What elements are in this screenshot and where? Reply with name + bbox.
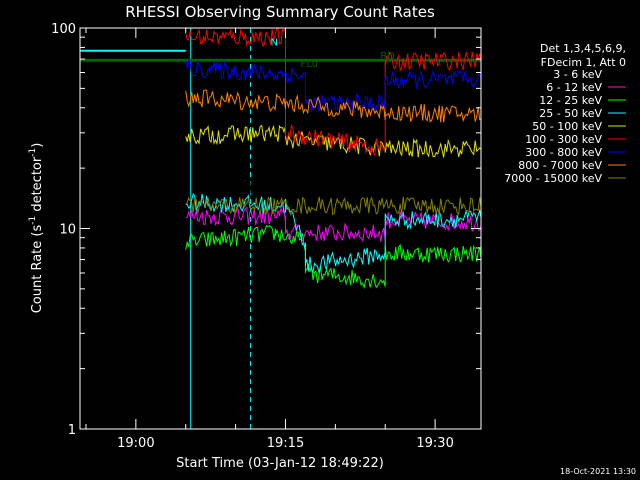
legend-header: FDecim 1, Att 0 xyxy=(541,56,626,69)
series-25-50kev xyxy=(185,192,481,274)
series-12-25kev xyxy=(185,225,481,290)
chart-title: RHESSI Observing Summary Count Rates xyxy=(125,3,435,21)
legend-label: 7000 - 15000 keV xyxy=(504,172,602,185)
series-line-6-0 xyxy=(185,59,481,114)
y-tick-label: 10 xyxy=(59,223,76,238)
x-tick-label: 19:15 xyxy=(267,436,304,451)
series-50-100kev xyxy=(185,124,481,158)
legend-header: Det 1,3,4,5,6,9, xyxy=(540,42,626,55)
y-axis-label: Count Rate (s-1 detector-1) xyxy=(28,143,45,314)
series-line-8-0 xyxy=(185,196,481,216)
legend-label: 100 - 300 keV xyxy=(525,133,602,146)
series-line-2-0 xyxy=(185,225,481,290)
legend-label: 25 - 50 keV xyxy=(539,107,602,120)
legend-label: 50 - 100 keV xyxy=(532,120,602,133)
legend-label: 800 - 7000 keV xyxy=(518,159,602,172)
series-300-800kev xyxy=(185,59,481,114)
x-tick-label: 19:00 xyxy=(117,436,154,451)
series-800-7000kev xyxy=(185,89,481,123)
x-tick-label: 19:30 xyxy=(416,436,453,451)
legend-label: 6 - 12 keV xyxy=(546,81,602,94)
series-line-1-0 xyxy=(185,206,481,243)
series-7000-15000kev xyxy=(185,196,481,216)
series-line-3-0 xyxy=(185,192,481,274)
series-6-12kev xyxy=(185,206,481,243)
series-line-0-0 xyxy=(185,167,481,203)
legend: Det 1,3,4,5,6,9,FDecim 1, Att 03 - 6 keV… xyxy=(504,42,626,185)
x-axis-label: Start Time (03-Jan-12 18:49:22) xyxy=(176,456,384,471)
plot-frame xyxy=(79,27,482,430)
series-line-4-0 xyxy=(185,124,481,158)
y-tick-label: 100 xyxy=(51,22,76,37)
series-100-300kev xyxy=(185,28,481,157)
n-label: N xyxy=(271,37,278,48)
y-tick-label: 1 xyxy=(68,423,76,438)
fl-label: FLu xyxy=(300,59,318,70)
legend-label: 12 - 25 keV xyxy=(539,94,602,107)
y-axis: 1 10 100 xyxy=(51,22,481,438)
footer-timestamp: 18-Oct-2021 13:30 xyxy=(560,467,636,476)
series-3-6kev xyxy=(185,167,481,203)
series-line-7-0 xyxy=(185,89,481,123)
x-axis: 19:00 19:15 19:30 xyxy=(85,28,454,451)
rd-label: RD xyxy=(380,51,395,62)
series-line-5-0 xyxy=(185,28,481,157)
legend-label: 300 - 800 keV xyxy=(525,146,602,159)
legend-label: 3 - 6 keV xyxy=(553,68,602,81)
